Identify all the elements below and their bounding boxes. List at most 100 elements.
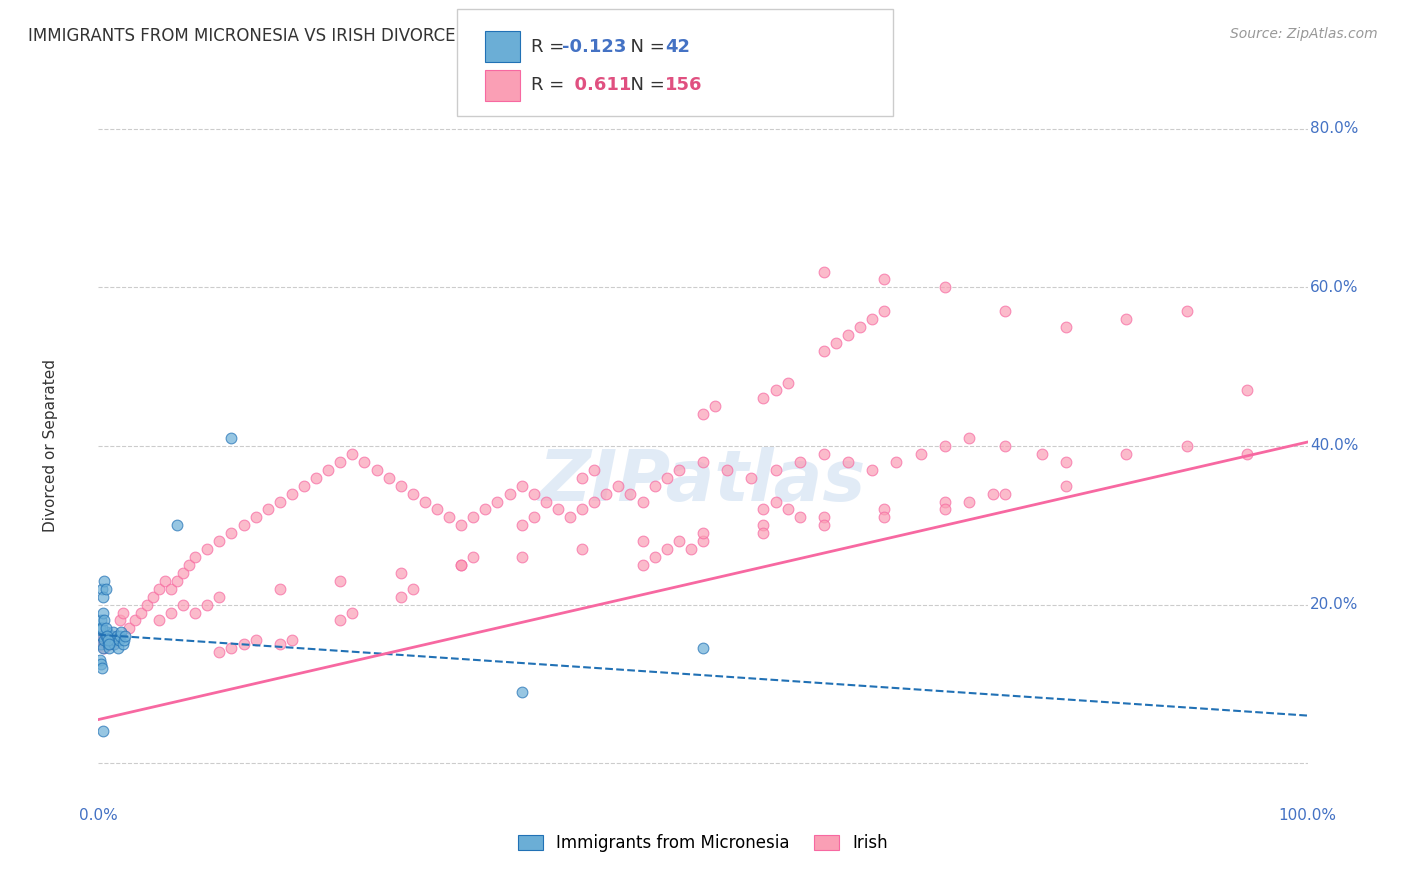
Point (89, 637, 111, 651)
Point (316, 463, 339, 477)
Point (704, 400, 727, 414)
Point (98, 637, 121, 651)
Point (353, 455, 375, 469)
Point (89, 621, 111, 635)
Point (166, 518, 188, 533)
Point (886, 455, 908, 469)
Point (523, 486, 546, 500)
Point (281, 486, 304, 500)
Point (124, 614, 146, 628)
Point (172, 598, 194, 612)
Point (1054, 478, 1077, 492)
Point (776, 376, 799, 390)
Point (269, 637, 291, 651)
Point (94, 621, 117, 635)
Text: R =: R = (531, 76, 571, 95)
Point (366, 463, 388, 477)
Text: ZIPatlas: ZIPatlas (540, 447, 866, 516)
Point (118, 621, 141, 635)
Point (104, 633, 127, 648)
Point (108, 614, 131, 628)
Point (98, 637, 121, 651)
Point (93, 614, 115, 628)
Point (195, 598, 218, 612)
Text: N =: N = (619, 37, 671, 56)
Point (96, 629, 118, 643)
Text: -0.123: -0.123 (562, 37, 627, 56)
Point (208, 590, 231, 604)
Point (108, 633, 131, 648)
Point (232, 518, 254, 533)
Point (994, 304, 1017, 318)
Point (160, 582, 183, 596)
Point (221, 526, 243, 541)
Point (179, 558, 201, 572)
Point (221, 431, 243, 445)
Point (934, 439, 956, 453)
Point (583, 463, 606, 477)
Point (172, 566, 194, 580)
Point (91, 606, 114, 620)
Point (837, 328, 859, 343)
Text: IMMIGRANTS FROM MICRONESIA VS IRISH DIVORCED OR SEPARATED CORRELATION CHART: IMMIGRANTS FROM MICRONESIA VS IRISH DIVO… (28, 27, 785, 45)
Point (221, 641, 243, 656)
Point (450, 558, 472, 572)
Point (329, 455, 352, 469)
Point (994, 439, 1017, 453)
Point (153, 574, 176, 588)
Point (100, 629, 122, 643)
Point (644, 478, 666, 492)
Point (148, 582, 170, 596)
Point (269, 494, 291, 508)
Text: Divorced or Separated: Divorced or Separated (42, 359, 58, 533)
Point (486, 494, 509, 508)
Point (101, 625, 124, 640)
Point (655, 542, 678, 557)
Point (208, 645, 231, 659)
Point (571, 542, 593, 557)
Point (631, 558, 654, 572)
Point (607, 478, 630, 492)
Point (571, 471, 593, 485)
Point (91, 724, 114, 739)
Text: 60.0%: 60.0% (1310, 280, 1358, 295)
Point (813, 447, 835, 461)
Point (256, 502, 278, 516)
Point (93, 574, 115, 588)
Point (765, 463, 787, 477)
Point (437, 510, 460, 524)
Point (112, 633, 135, 648)
Point (498, 486, 520, 500)
Point (813, 510, 835, 524)
Point (292, 478, 315, 492)
Point (377, 471, 399, 485)
Point (111, 606, 134, 620)
Point (547, 502, 569, 516)
Point (281, 633, 304, 648)
Point (114, 629, 136, 643)
Point (873, 304, 896, 318)
Point (110, 625, 132, 640)
Point (329, 574, 352, 588)
Point (269, 582, 291, 596)
Point (631, 534, 654, 549)
Text: Source: ZipAtlas.com: Source: ZipAtlas.com (1230, 27, 1378, 41)
Point (91, 629, 114, 643)
Point (93, 633, 115, 648)
Point (413, 494, 436, 508)
Point (595, 486, 617, 500)
Point (232, 637, 254, 651)
Point (107, 641, 129, 656)
Point (583, 494, 606, 508)
Point (94, 629, 117, 643)
Point (91, 621, 114, 635)
Text: 40.0%: 40.0% (1310, 439, 1358, 453)
Point (934, 280, 956, 294)
Point (148, 614, 170, 628)
Point (90, 657, 112, 671)
Point (101, 637, 124, 651)
Point (91, 661, 114, 675)
Point (679, 542, 702, 557)
Point (100, 629, 122, 643)
Point (981, 486, 1004, 500)
